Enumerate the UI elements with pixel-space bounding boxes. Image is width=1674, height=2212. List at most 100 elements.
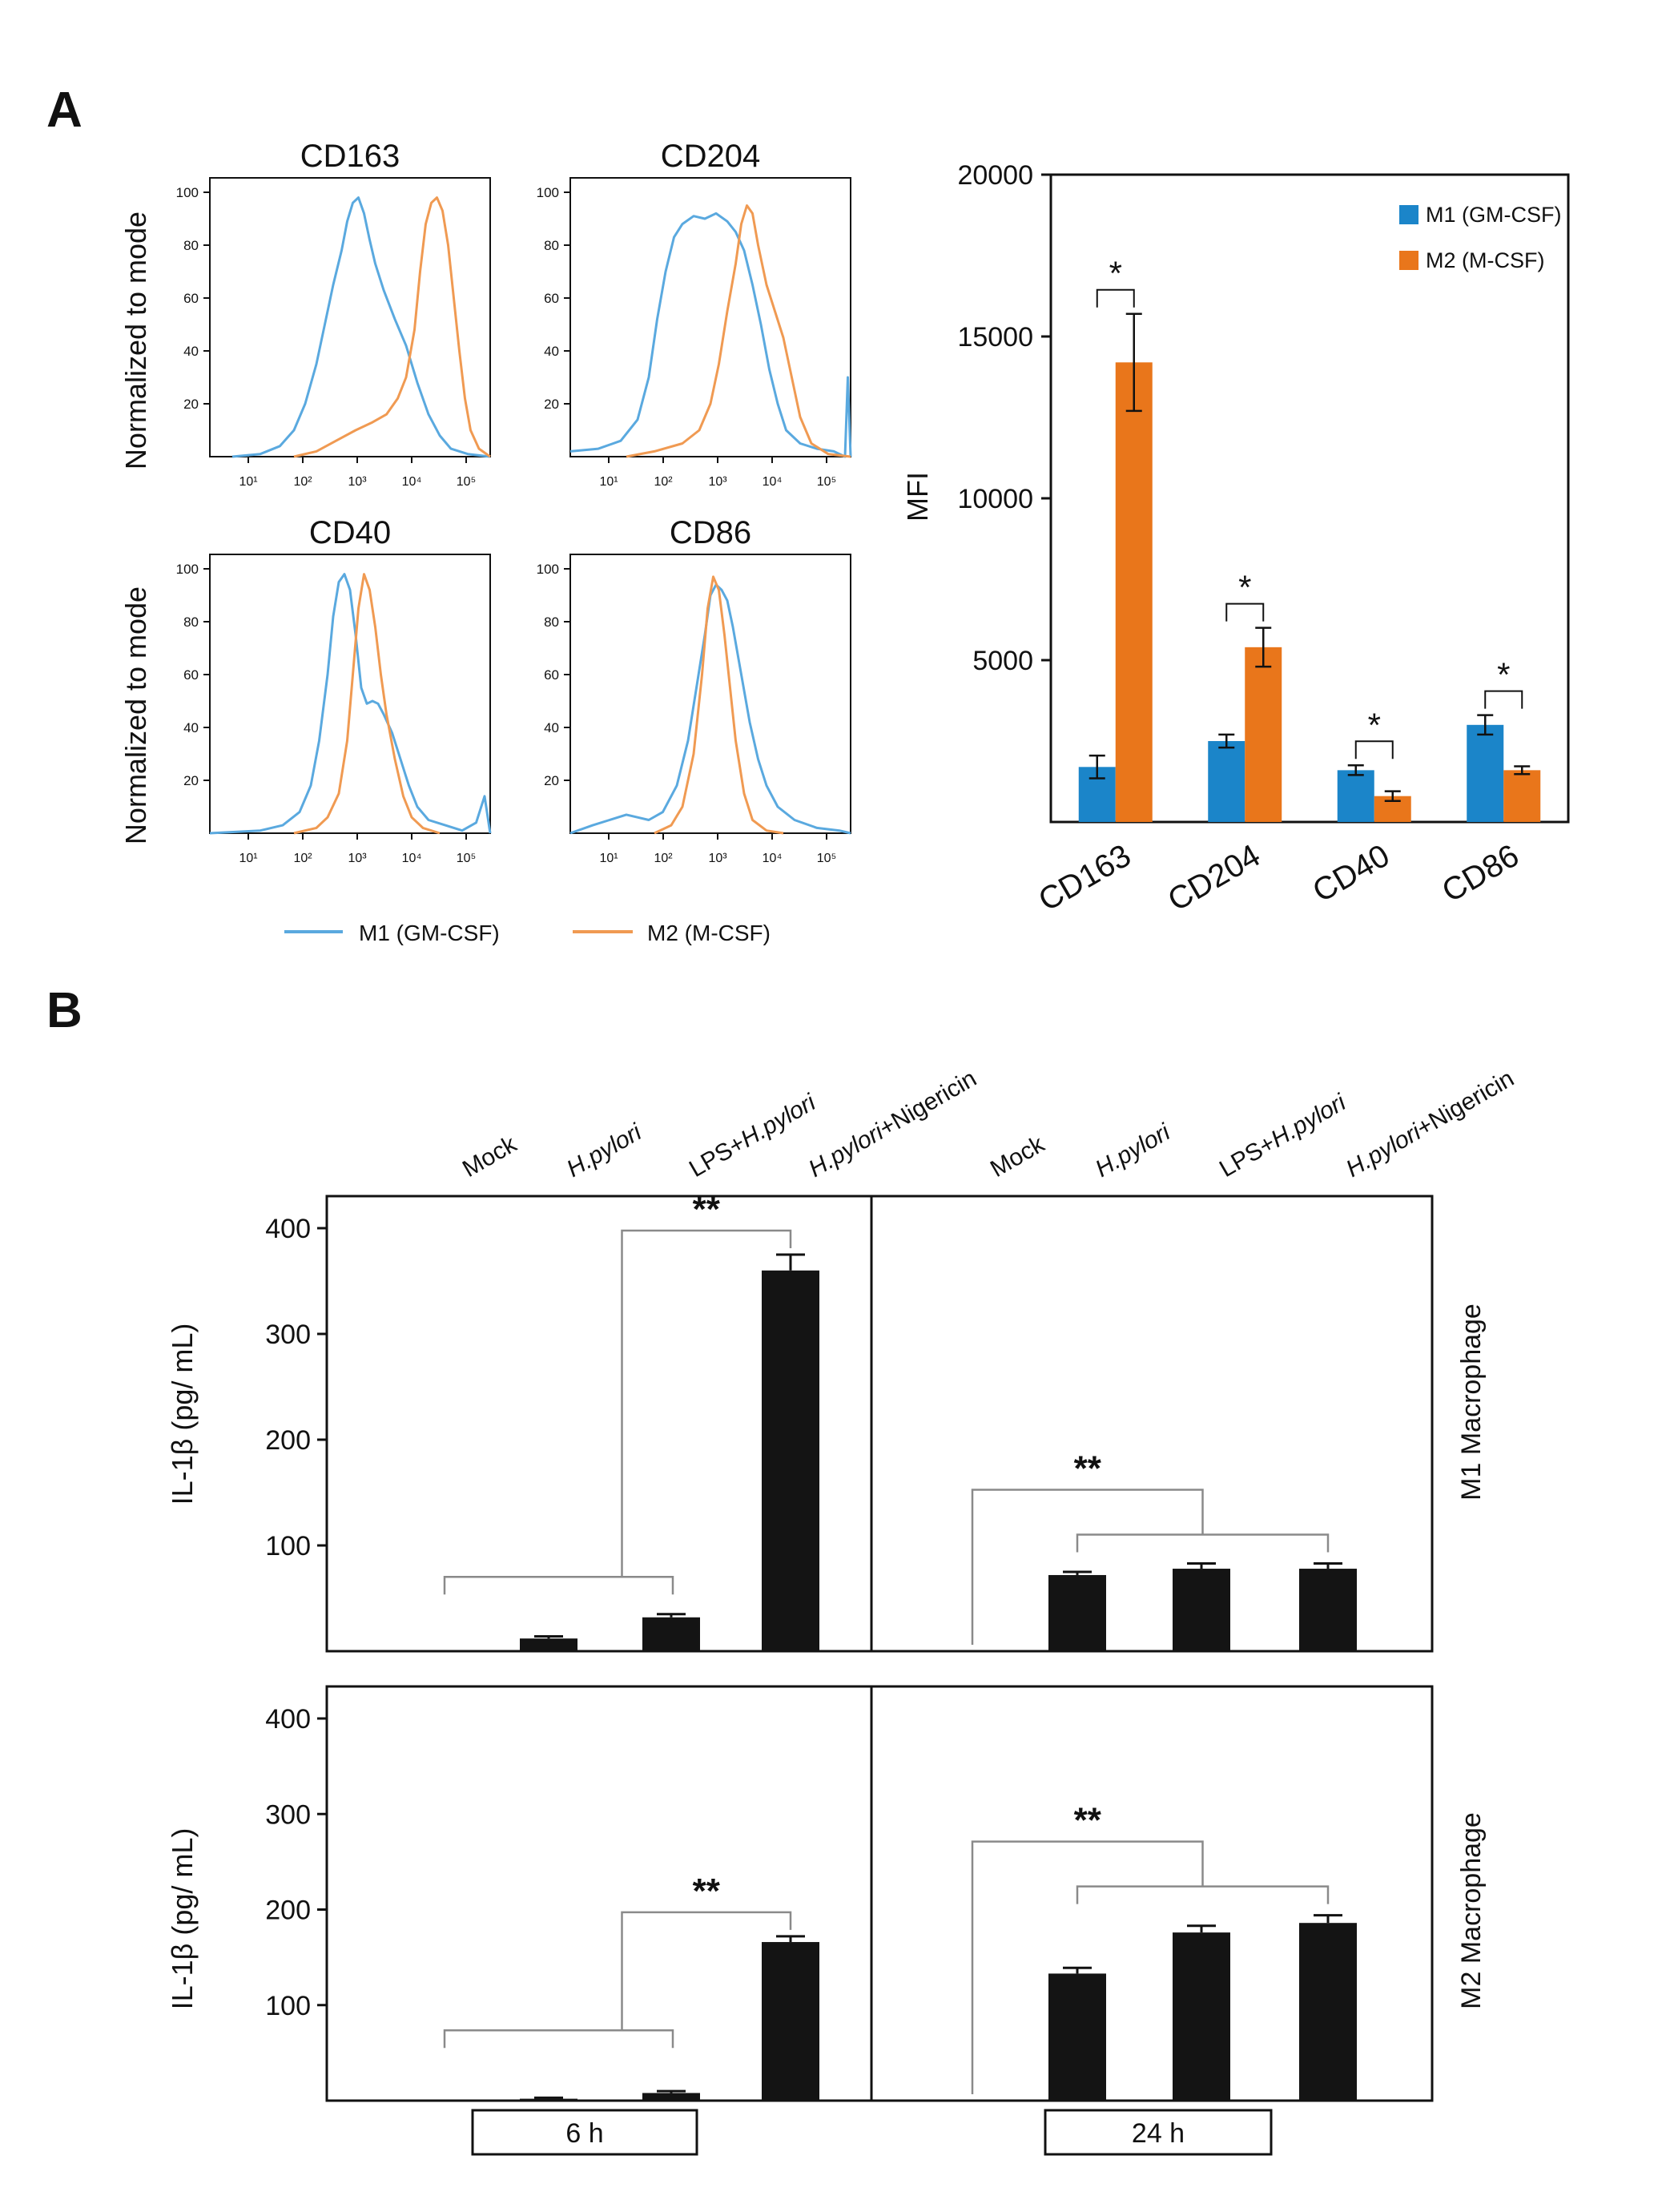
mfi-bar-m1 bbox=[1208, 741, 1245, 822]
il1b-significance-6h: ** bbox=[693, 1190, 721, 1229]
histogram-cd163: CD163 20 40 60 80 100 10¹ 10² 10³ 10⁴ 10⁵ bbox=[176, 139, 491, 489]
mfi-category-label: CD204 bbox=[1162, 838, 1266, 918]
histogram-x-tick-label: 10⁴ bbox=[763, 475, 783, 489]
il1b-y-tick-label: 400 bbox=[265, 1704, 311, 1735]
histogram-y-tick-label: 80 bbox=[183, 238, 199, 253]
il1b-frame-m2 bbox=[325, 1685, 1434, 2102]
mfi-y-tick-label: 15000 bbox=[957, 322, 1033, 353]
legend-m2-label: M2 (M-CSF) bbox=[647, 921, 771, 945]
category-header: H.pylori bbox=[562, 1118, 647, 1183]
histogram-y-tick-label: 60 bbox=[183, 291, 199, 306]
row-label-m2-macrophage: M2 Macrophage bbox=[1456, 1812, 1487, 2009]
mfi-significance-star: * bbox=[1238, 569, 1251, 606]
histogram-x-tick-label: 10³ bbox=[708, 475, 727, 489]
mfi-bar-m2 bbox=[1503, 770, 1541, 822]
mfi-significance-star: * bbox=[1368, 706, 1381, 743]
mfi-y-tick-label: 20000 bbox=[957, 160, 1033, 191]
il1b-bracket-24h-upper bbox=[971, 1489, 1204, 1645]
histogram-title: CD40 bbox=[309, 515, 391, 550]
il1b-y-tick-label: 400 bbox=[265, 1214, 311, 1244]
histogram-x-tick-label: 10² bbox=[293, 852, 312, 865]
mfi-significance-bracket bbox=[1354, 740, 1394, 759]
histogram-x-tick-label: 10² bbox=[654, 852, 673, 865]
il1b-y-tick-label: 300 bbox=[265, 1320, 311, 1350]
histogram-y-tick-label: 40 bbox=[183, 344, 199, 359]
histogram-y-tick-label: 40 bbox=[544, 720, 559, 735]
histogram-y-tick-label: 20 bbox=[183, 773, 199, 788]
mfi-bar-m2 bbox=[1115, 362, 1153, 822]
mfi-bar-chart: MFI M1 (GM-CSF) M2 (M-CSF) 5000 10000 1500… bbox=[901, 160, 1570, 918]
mfi-y-tick-label: 10000 bbox=[957, 484, 1033, 514]
mfi-significance-star: * bbox=[1109, 255, 1122, 292]
histogram-x-tick-label: 10⁵ bbox=[817, 475, 836, 489]
histogram-y-tick-label: 80 bbox=[183, 614, 199, 630]
histogram-x-tick-label: 10¹ bbox=[239, 852, 257, 865]
histogram-title: CD163 bbox=[300, 139, 400, 174]
mfi-category-label: CD86 bbox=[1436, 838, 1525, 909]
histogram-x-tick-label: 10⁵ bbox=[457, 852, 476, 865]
time-box-6h bbox=[471, 2109, 698, 2156]
mfi-significance-star: * bbox=[1497, 656, 1510, 694]
il1b-bar bbox=[762, 1270, 819, 1651]
il1b-y-tick-label: 100 bbox=[265, 1531, 311, 1561]
histogram-y-tick-label: 60 bbox=[544, 667, 559, 683]
histogram-y-tick-label: 40 bbox=[544, 344, 559, 359]
il1b-bracket-6h-upper bbox=[621, 1911, 792, 2031]
histogram-x-tick-label: 10⁴ bbox=[402, 475, 422, 489]
histogram-x-tick-label: 10⁵ bbox=[817, 852, 836, 865]
histogram-y-tick-label: 100 bbox=[537, 562, 559, 577]
histogram-title: CD204 bbox=[661, 139, 761, 174]
category-header: LPS+H.pylori bbox=[1215, 1089, 1351, 1183]
time-label-24h: 24 h bbox=[1132, 2118, 1185, 2149]
il1b-y-tick-label: 300 bbox=[265, 1799, 311, 1830]
histogram-title: CD86 bbox=[670, 515, 751, 550]
mfi-bar-m2 bbox=[1245, 647, 1282, 822]
histogram-grid: Normalized to mode Normalized to mode CD… bbox=[119, 139, 852, 865]
histogram-curve-m2 bbox=[626, 204, 851, 458]
histogram-curve-m2 bbox=[293, 196, 491, 458]
panel-label-a: A bbox=[46, 83, 82, 138]
mfi-bar-m1 bbox=[1467, 724, 1504, 822]
category-header: Mock bbox=[458, 1130, 521, 1183]
il1b-frame-m1 bbox=[325, 1195, 1434, 1653]
histogram-frame bbox=[209, 554, 491, 834]
category-header: Mock bbox=[986, 1130, 1049, 1183]
histogram-curve-m1 bbox=[231, 196, 491, 458]
histogram-cd86: CD86 20 40 60 80 100 10¹ 10² 10³ 10⁴ 10⁵ bbox=[537, 515, 851, 865]
histogram-y-label-bottom: Normalized to mode bbox=[119, 586, 152, 844]
histogram-y-tick-label: 80 bbox=[544, 614, 559, 630]
histogram-y-tick-label: 100 bbox=[537, 185, 559, 200]
histogram-frame bbox=[569, 554, 851, 834]
mfi-legend-m1-label: M1 (GM-CSF) bbox=[1426, 203, 1561, 227]
il1b-bracket-6h-upper bbox=[621, 1229, 792, 1577]
histogram-curve-m1 bbox=[569, 583, 851, 835]
mfi-bar-m1 bbox=[1337, 770, 1374, 822]
il1b-bracket-6h-lower bbox=[443, 1575, 674, 1595]
histogram-y-tick-label: 100 bbox=[176, 185, 199, 200]
category-header: H.pylori+Nigericin bbox=[804, 1066, 981, 1183]
il1b-significance-24h: ** bbox=[1074, 1801, 1102, 1840]
histogram-cd40: CD40 20 40 60 80 100 10¹ 10² 10³ 10⁴ 10⁵ bbox=[176, 515, 492, 865]
mfi-y-label: MFI bbox=[901, 472, 934, 522]
il1b-y-tick-label: 100 bbox=[265, 1991, 311, 2021]
histogram-x-tick-label: 10¹ bbox=[599, 852, 618, 865]
il1b-y-tick-label: 200 bbox=[265, 1425, 311, 1456]
mfi-legend-m2-label: M2 (M-CSF) bbox=[1426, 248, 1544, 272]
histogram-y-tick-label: 20 bbox=[544, 773, 559, 788]
category-header: H.pylori+Nigericin bbox=[1342, 1066, 1519, 1183]
histogram-curve-m2 bbox=[654, 575, 784, 835]
histogram-x-tick-label: 10³ bbox=[348, 852, 367, 865]
il1b-bar bbox=[762, 1942, 819, 2101]
mfi-legend-m1-swatch bbox=[1399, 205, 1418, 224]
il1b-bar bbox=[1048, 1574, 1106, 1651]
il1b-bar bbox=[1048, 1973, 1106, 2101]
il1b-bracket-24h-lower bbox=[1076, 1533, 1330, 1553]
histogram-curve-m2 bbox=[293, 573, 441, 835]
mfi-y-tick-label: 5000 bbox=[972, 646, 1033, 676]
histogram-x-tick-label: 10¹ bbox=[239, 475, 257, 489]
histogram-cd204: CD204 20 40 60 80 100 10¹ 10² 10³ 10⁴ 10⁵ bbox=[537, 139, 852, 489]
mfi-legend-m2-swatch bbox=[1399, 251, 1418, 270]
il1b-bar bbox=[1173, 1932, 1230, 2101]
histogram-x-tick-label: 10⁵ bbox=[457, 475, 476, 489]
histogram-x-tick-label: 10³ bbox=[708, 852, 727, 865]
